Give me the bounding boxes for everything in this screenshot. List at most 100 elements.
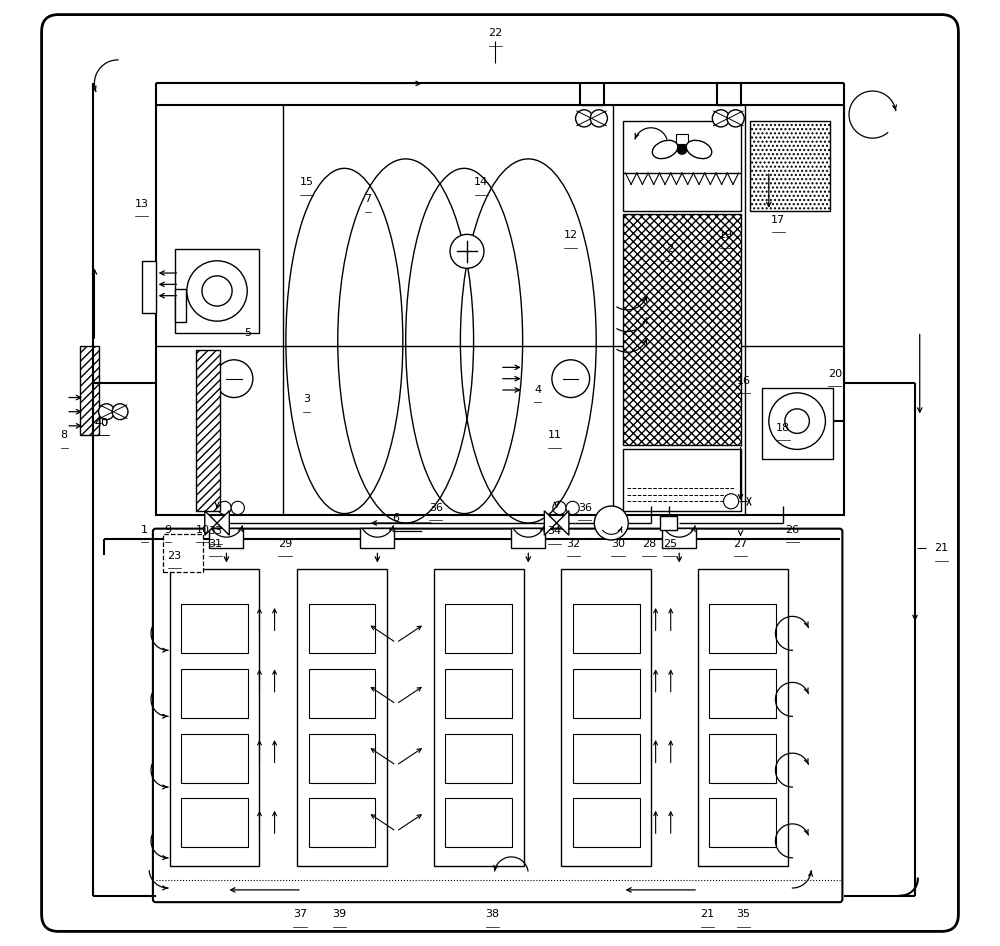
Text: 26: 26 [785,525,799,534]
Text: 40: 40 [95,418,109,428]
Text: 20: 20 [828,369,842,379]
Text: 28: 28 [642,538,656,549]
Bar [709,733,776,782]
Bar [175,249,259,333]
Bar [309,604,375,653]
Bar [445,669,512,718]
Bar [142,261,156,312]
Bar [561,569,651,867]
Circle shape [215,359,253,397]
Circle shape [218,501,231,515]
Bar [163,534,203,572]
Text: 6: 6 [393,514,400,523]
Text: 40: 40 [95,418,109,428]
Text: 27: 27 [733,538,748,549]
Bar [156,105,844,516]
Bar [445,733,512,782]
Polygon shape [217,511,229,535]
Circle shape [576,110,593,127]
Text: 29: 29 [278,538,292,549]
Text: 17: 17 [771,216,785,225]
Bar [623,214,741,445]
Text: 21: 21 [934,543,948,553]
Text: 36: 36 [429,503,443,513]
Circle shape [552,359,590,397]
Text: 38: 38 [485,909,500,920]
Circle shape [566,501,579,515]
Bar [709,604,776,653]
Bar [573,733,640,782]
Polygon shape [205,511,217,535]
Bar [662,528,696,549]
Text: 32: 32 [567,538,581,549]
FancyBboxPatch shape [153,529,842,902]
Circle shape [112,404,128,420]
Bar [676,134,688,144]
Circle shape [785,409,809,433]
FancyBboxPatch shape [42,14,958,932]
Text: 39: 39 [333,909,347,920]
Text: 1: 1 [141,525,148,534]
Bar [297,569,387,867]
Circle shape [187,261,247,321]
Text: 33: 33 [208,527,222,536]
Text: 2: 2 [666,243,673,254]
Text: 19: 19 [719,230,733,240]
Bar [750,121,830,211]
Circle shape [727,110,744,127]
Circle shape [202,276,232,307]
Circle shape [231,501,244,515]
Bar [660,517,677,530]
Text: 34: 34 [548,527,562,536]
Bar [181,798,248,848]
Bar [434,569,524,867]
Text: 31: 31 [208,538,222,549]
Bar [698,569,788,867]
Text: 23: 23 [168,551,182,561]
Ellipse shape [652,140,678,159]
Bar [209,528,243,549]
Polygon shape [557,511,569,535]
Bar [573,798,640,848]
Text: 12: 12 [564,230,578,240]
Bar [170,569,259,867]
Bar [360,528,394,549]
Circle shape [590,110,607,127]
Bar [181,604,248,653]
Bar [623,121,741,211]
Bar [445,604,512,653]
Text: 22: 22 [488,28,502,39]
Text: 16: 16 [736,376,750,386]
Text: 35: 35 [736,909,750,920]
Bar [762,388,833,459]
Bar [181,733,248,782]
Text: 36: 36 [578,503,592,513]
Circle shape [769,393,825,449]
Text: 18: 18 [776,423,790,432]
Text: 3: 3 [303,394,310,405]
Bar [80,345,99,435]
Circle shape [712,110,729,127]
Text: 30: 30 [611,538,625,549]
Bar [709,798,776,848]
Circle shape [99,404,114,420]
Text: 21: 21 [700,909,715,920]
Bar [511,528,545,549]
Polygon shape [544,511,557,535]
Bar [181,669,248,718]
Text: 4: 4 [534,385,541,395]
Bar [309,798,375,848]
Text: 7: 7 [364,195,372,204]
Text: 9: 9 [164,525,172,534]
Text: 37: 37 [293,909,307,920]
Bar [573,604,640,653]
Text: 15: 15 [300,178,314,187]
Circle shape [594,506,628,540]
Text: 11: 11 [548,430,562,440]
Text: 5: 5 [245,328,252,339]
Bar [573,669,640,718]
Circle shape [677,145,687,154]
Bar [445,798,512,848]
Text: 14: 14 [474,178,488,187]
Circle shape [450,235,484,269]
